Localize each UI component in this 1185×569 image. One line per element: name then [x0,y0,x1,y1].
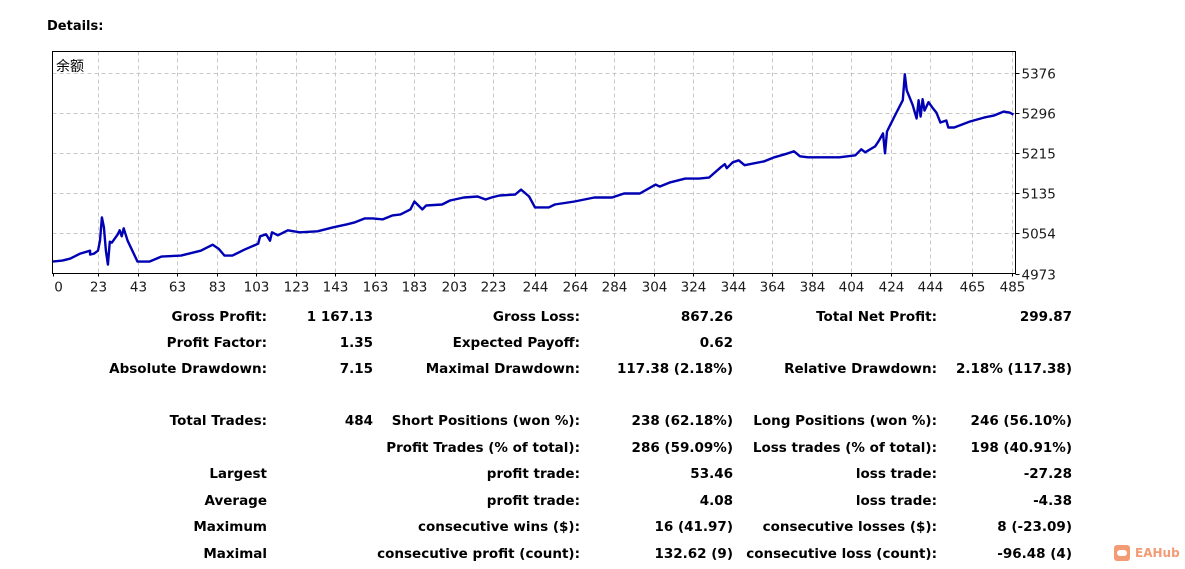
relative-drawdown-label: Relative Drawdown: [784,361,937,377]
net-profit-label: Total Net Profit: [816,309,937,325]
largest-loss-label: loss trade: [855,466,937,482]
x-tick-label: 264 [563,280,589,296]
relative-drawdown-value: 2.18% (117.38) [956,361,1072,377]
consecutive-loss-label: consecutive loss (count): [746,546,937,562]
y-tick-label: 5376 [1022,67,1056,83]
gross-loss-value: 867.26 [680,309,733,325]
profit-trades-value: 286 (59.09%) [631,440,733,456]
largest-profit-value: 53.46 [690,466,733,482]
expected-payoff-label: Expected Payoff: [452,335,580,351]
x-tick-label: 324 [681,280,707,296]
x-tick-label: 465 [960,280,986,296]
y-axis: 4973 5054 5135 5215 5296 5376 [1015,67,1056,284]
profit-trades-label: Profit Trades (% of total): [386,440,580,456]
x-tick-label: 103 [244,280,270,296]
y-tick-label: 5135 [1022,187,1056,203]
x-tick-label: 203 [442,280,468,296]
consecutive-wins-label: consecutive wins ($): [417,519,580,535]
net-profit-value: 299.87 [1019,309,1072,325]
balance-line [52,73,1015,266]
y-tick-label: 4973 [1022,268,1056,284]
x-tick-label: 43 [130,280,147,296]
balance-line-group [52,73,1015,266]
chart-title: 余额 [56,58,84,75]
gross-loss-label: Gross Loss: [492,309,580,325]
eahub-watermark: EAHub [1114,545,1180,561]
loss-trades-value: 198 (40.91%) [970,440,1072,456]
robot-icon [1114,545,1130,561]
x-tick-label: 424 [879,280,905,296]
x-tick-label: 384 [800,280,826,296]
x-tick-label: 143 [323,280,349,296]
watermark-text: EAHub [1135,546,1180,560]
x-tick-label: 23 [90,280,107,296]
consecutive-loss-value: -96.48 (4) [997,546,1072,562]
average-profit-value: 4.08 [699,493,733,509]
consecutive-profit-value: 132.62 (9) [654,546,733,562]
absolute-drawdown-value: 7.15 [339,361,373,377]
average-loss-label: loss trade: [855,493,937,509]
maximal-label: Maximal [203,546,267,562]
consecutive-losses-value: 8 (-23.09) [997,519,1072,535]
x-tick-label: 63 [169,280,186,296]
total-trades-label: Total Trades: [169,413,267,429]
profit-factor-label: Profit Factor: [166,335,267,351]
x-tick-label: 223 [481,280,507,296]
short-positions-value: 238 (62.18%) [631,413,733,429]
x-tick-label: 284 [602,280,628,296]
maximum-label: Maximum [193,519,267,535]
profit-factor-value: 1.35 [339,335,373,351]
largest-label: Largest [209,466,267,482]
y-tick-label: 5296 [1022,107,1056,123]
average-loss-value: -4.38 [1033,493,1072,509]
x-tick-label: 163 [363,280,389,296]
x-tick-label: 304 [642,280,668,296]
x-tick-label: 485 [1000,280,1026,296]
consecutive-wins-value: 16 (41.97) [654,519,733,535]
x-tick-label: 404 [839,280,865,296]
maximal-drawdown-value: 117.38 (2.18%) [617,361,733,377]
average-label: Average [204,493,267,509]
absolute-drawdown-label: Absolute Drawdown: [109,361,267,377]
x-tick-label: 444 [918,280,944,296]
chart-grid [52,51,1016,274]
total-trades-value: 484 [344,413,373,429]
x-tick-label: 364 [760,280,786,296]
x-tick-label: 83 [209,280,226,296]
long-positions-value: 246 (56.10%) [970,413,1072,429]
loss-trades-label: Loss trades (% of total): [752,440,937,456]
x-tick-label: 344 [721,280,747,296]
average-profit-label: profit trade: [486,493,580,509]
x-axis: 0 23 43 63 83 103 123 143 163 183 203 223 244 264 284 3… [53,273,1026,296]
gross-profit-value: 1 167.13 [306,309,373,325]
y-tick-label: 5054 [1022,227,1056,243]
y-tick-label: 5215 [1022,147,1056,163]
x-tick-label: 123 [284,280,310,296]
long-positions-label: Long Positions (won %): [753,413,937,429]
x-tick-label: 244 [523,280,549,296]
x-tick-label: 183 [402,280,428,296]
consecutive-losses-label: consecutive losses ($): [762,519,937,535]
details-title: Details: [47,19,104,34]
balance-chart: 余额 0 23 43 63 83 103 123 143 163 183 203 223 244 264 2… [52,51,1056,296]
gross-profit-label: Gross Profit: [171,309,267,325]
expected-payoff-value: 0.62 [699,335,733,351]
chart-frame [52,51,1016,274]
largest-loss-value: -27.28 [1023,466,1072,482]
short-positions-label: Short Positions (won %): [391,413,580,429]
consecutive-profit-label: consecutive profit (count): [377,546,580,562]
maximal-drawdown-label: Maximal Drawdown: [425,361,580,377]
largest-profit-label: profit trade: [486,466,580,482]
x-tick-label: 0 [54,280,63,296]
